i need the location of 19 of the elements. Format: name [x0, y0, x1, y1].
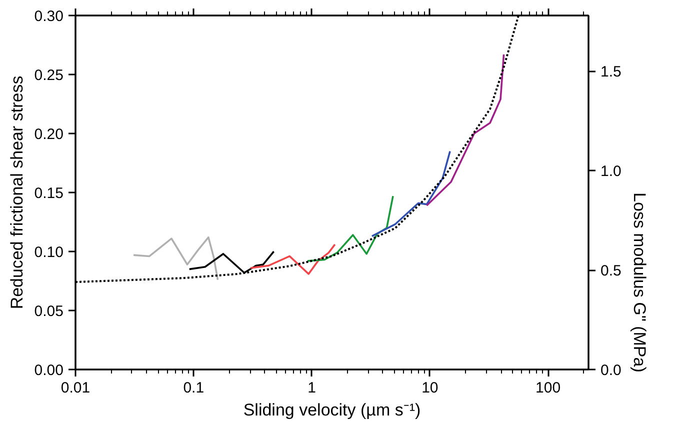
x-tick-label: 0.01 — [60, 380, 90, 396]
y2-tick-label: 1.5 — [600, 64, 622, 81]
y2-tick-label: 0.0 — [600, 362, 622, 379]
y2-axis-title: Loss modulus G" (MPa) — [630, 192, 649, 372]
x-tick-label: 0.1 — [183, 380, 204, 396]
y-tick-label: 0.15 — [34, 185, 64, 202]
x-axis-title: Sliding velocity (µm s⁻¹) — [243, 400, 421, 420]
y-tick-label: 0.10 — [34, 244, 64, 261]
x-tick-label: 10 — [422, 380, 438, 396]
x-tick-label: 100 — [536, 380, 561, 396]
y-tick-label: 0.05 — [34, 303, 64, 320]
y-tick-label: 0.20 — [34, 126, 64, 143]
y-axis-title: Reduced frictional shear stress — [7, 76, 26, 310]
y-tick-label: 0.25 — [34, 67, 64, 84]
x-tick-label: 1 — [308, 380, 316, 396]
y-tick-label: 0.00 — [34, 362, 64, 379]
y2-tick-label: 1.0 — [600, 163, 622, 180]
y-tick-label: 0.30 — [34, 8, 64, 25]
y2-tick-label: 0.5 — [600, 262, 622, 280]
